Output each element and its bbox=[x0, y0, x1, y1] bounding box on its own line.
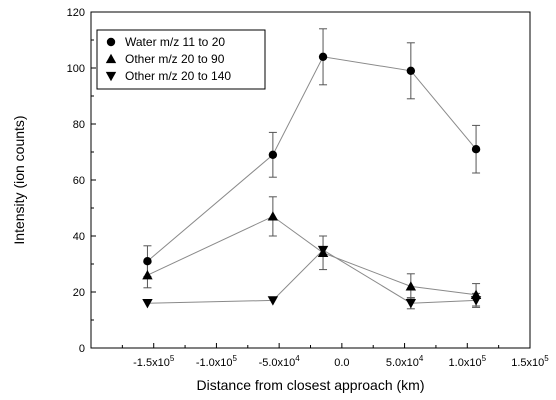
legend: Water m/z 11 to 20 Other m/z 20 to 90 Othe… bbox=[96, 29, 266, 90]
x-tick-label: -5.0x104 bbox=[259, 354, 301, 369]
data-point bbox=[267, 211, 279, 221]
y-axis: 0 20 40 60 80 100 120 bbox=[67, 7, 96, 355]
data-point bbox=[471, 145, 481, 154]
series-line-3 bbox=[147, 249, 477, 304]
legend-label-3: Other m/z 20 to 140 bbox=[125, 69, 231, 83]
x-tick-label: -1.0x105 bbox=[196, 354, 238, 369]
data-point bbox=[317, 245, 329, 256]
legend-label-2: Other m/z 20 to 90 bbox=[125, 52, 225, 66]
legend-marker-3 bbox=[105, 71, 117, 82]
data-point bbox=[143, 257, 152, 266]
data-point bbox=[405, 299, 417, 309]
data-point bbox=[406, 66, 416, 76]
y-axis-label: Intensity (ion counts) bbox=[11, 115, 27, 244]
y-tick-label: 100 bbox=[67, 63, 85, 75]
series-line-2 bbox=[147, 215, 477, 296]
data-point bbox=[470, 296, 482, 306]
x-tick-label: 5.0x104 bbox=[386, 354, 424, 369]
data-markers bbox=[142, 52, 482, 309]
y-tick-label: 20 bbox=[73, 287, 85, 299]
legend-marker-2 bbox=[105, 53, 117, 64]
data-point bbox=[405, 281, 417, 291]
legend-label-1: Water m/z 11 to 20 bbox=[125, 35, 225, 49]
x-axis: -1.5x105 -1.0x105 -5.0x104 0.0 5.0x104 1.0x10… bbox=[121, 343, 549, 369]
series-lines bbox=[147, 56, 477, 304]
data-point bbox=[267, 296, 279, 306]
x-tick-label: 1.5x105 bbox=[511, 354, 549, 369]
legend-marker-1 bbox=[106, 37, 116, 47]
x-axis-label: Distance from closest approach (km) bbox=[197, 377, 425, 393]
data-point bbox=[268, 150, 278, 159]
y-tick-label: 0 bbox=[79, 343, 85, 355]
data-point bbox=[318, 52, 328, 61]
data-point bbox=[142, 299, 153, 309]
x-tick-label: -1.5x105 bbox=[133, 354, 175, 369]
y-tick-label: 40 bbox=[73, 231, 85, 243]
legend-box bbox=[96, 29, 266, 90]
y-tick-label: 60 bbox=[73, 175, 85, 187]
data-point bbox=[142, 270, 153, 280]
y-tick-label: 80 bbox=[73, 119, 85, 131]
x-tick-label: 1.0x105 bbox=[449, 354, 487, 369]
y-tick-label: 120 bbox=[67, 7, 85, 19]
x-tick-label: 0.0 bbox=[334, 357, 349, 369]
